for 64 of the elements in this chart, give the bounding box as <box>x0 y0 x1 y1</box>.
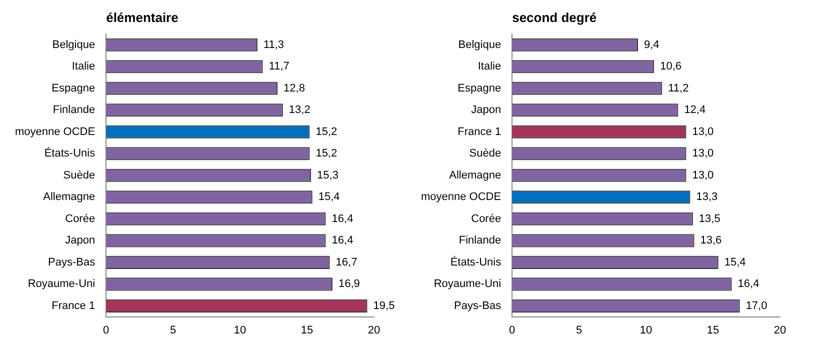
y-tick-label: États-Unis <box>450 255 502 268</box>
x-tick-label: 5 <box>576 324 582 336</box>
y-tick-label: Belgique <box>52 38 96 51</box>
data-label: 12,8 <box>284 82 305 94</box>
data-label: 9,4 <box>644 38 660 51</box>
data-label: 13,0 <box>692 148 714 160</box>
data-label: 16,4 <box>332 234 354 247</box>
y-tick-label: Finlande <box>458 234 502 247</box>
y-tick-label: Italie <box>478 60 502 73</box>
y-tick-label: Japon <box>471 104 502 116</box>
data-label: 12,4 <box>684 104 706 116</box>
data-label: 11,3 <box>263 38 284 51</box>
y-tick-label: Allemagne <box>43 191 96 204</box>
y-tick-label: Suède <box>469 148 502 160</box>
y-tick-label: Royaume-Uni <box>434 278 502 290</box>
data-label: 15,2 <box>316 148 338 160</box>
x-tick-label: 20 <box>368 324 380 336</box>
data-label: 13,2 <box>288 104 310 116</box>
x-tick-label: 10 <box>640 324 652 336</box>
y-tick-label: moyenne OCDE <box>420 191 502 204</box>
y-tick-label: Espagne <box>458 82 502 94</box>
y-tick-label: Corée <box>471 212 502 225</box>
y-tick-label: États-Unis <box>44 146 96 160</box>
data-label: 16,7 <box>336 256 358 268</box>
y-tick-label: Royaume-Uni <box>28 278 96 290</box>
y-tick-label: Corée <box>65 212 96 225</box>
y-tick-label: Allemagne <box>449 169 502 182</box>
y-tick-label: Finlande <box>52 104 96 116</box>
data-label: 16,4 <box>332 212 354 225</box>
x-tick-label: 0 <box>103 324 110 336</box>
chart-title: élémentaire <box>106 10 178 26</box>
data-label: 13,0 <box>692 126 714 138</box>
x-tick-label: 10 <box>234 324 246 336</box>
x-tick-label: 0 <box>509 324 516 336</box>
data-label: 13,3 <box>696 191 718 204</box>
data-label: 13,5 <box>698 212 720 225</box>
data-label: 13,0 <box>692 169 714 182</box>
data-label: 13,6 <box>700 234 722 247</box>
x-tick-label: 5 <box>170 324 176 336</box>
y-tick-label: France 1 <box>52 300 96 312</box>
x-tick-label: 15 <box>300 324 314 336</box>
y-tick-label: Japon <box>65 234 96 247</box>
x-tick-label: 20 <box>774 324 786 336</box>
y-tick-label: Pays-Bas <box>454 300 502 312</box>
data-label: 16,9 <box>338 278 360 290</box>
data-label: 11,7 <box>268 60 290 73</box>
data-label: 15,4 <box>318 191 340 204</box>
y-tick-label: France 1 <box>458 126 502 138</box>
data-label: 10,6 <box>660 60 682 73</box>
data-label: 11,2 <box>668 82 689 94</box>
y-tick-label: moyenne OCDE <box>14 126 96 138</box>
data-label: 17,0 <box>746 300 768 312</box>
data-label: 15,4 <box>724 256 746 268</box>
y-tick-label: Suède <box>63 169 96 182</box>
chart-title: second degré <box>512 10 597 26</box>
data-label: 15,3 <box>317 169 338 182</box>
data-label: 15,2 <box>316 126 338 138</box>
y-tick-label: Pays-Bas <box>48 256 96 268</box>
data-label: 16,4 <box>738 278 760 290</box>
y-tick-label: Italie <box>72 60 96 73</box>
x-tick-label: 15 <box>706 324 720 336</box>
y-tick-label: Espagne <box>52 82 96 94</box>
y-tick-label: Belgique <box>458 38 502 51</box>
data-label: 19,5 <box>373 300 395 312</box>
